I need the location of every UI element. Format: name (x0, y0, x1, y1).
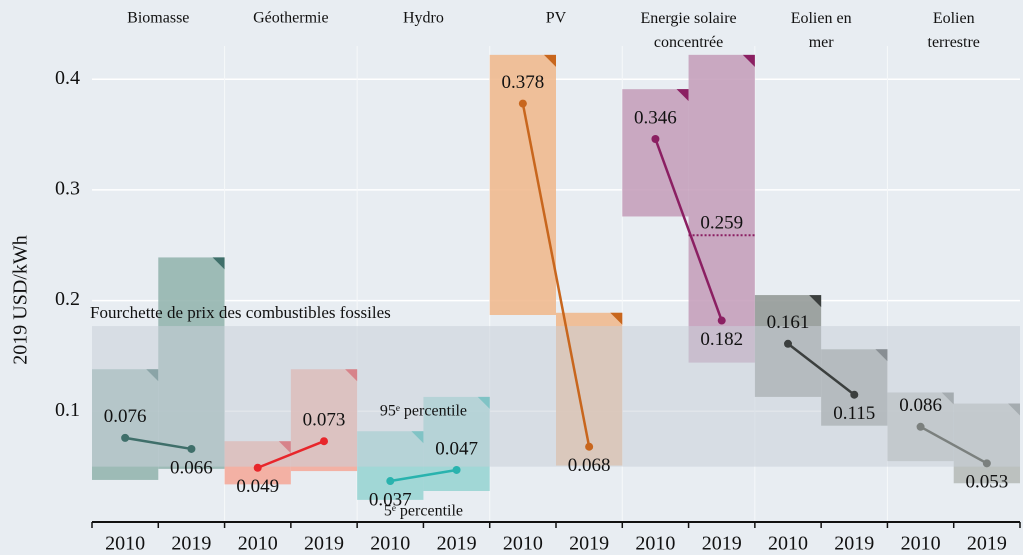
value-label: 0.182 (700, 329, 743, 350)
point (187, 444, 196, 453)
value-label: 0.161 (767, 312, 810, 333)
x-tick-label: 2019 (171, 533, 211, 555)
point (717, 316, 726, 325)
value-label: 0.346 (634, 107, 677, 128)
trend-line (654, 138, 723, 321)
x-tick-label: 2019 (569, 533, 609, 555)
y-tick-label: 0.2 (55, 288, 80, 310)
y-tick-label: 0.4 (55, 67, 80, 89)
value-label: 0.115 (833, 403, 875, 424)
fossil-range-label: Fourchette de prix des combustibles foss… (90, 303, 391, 322)
x-tick-label: 2010 (768, 533, 808, 555)
point (253, 463, 262, 472)
value-label: 0.076 (104, 406, 147, 427)
y-axis-label: 2019 USD/kWh (10, 235, 32, 364)
fossil-range (92, 326, 1020, 467)
y-tick-label: 0.1 (55, 399, 80, 421)
x-tick-label: 2010 (901, 533, 941, 555)
value-label: 0.037 (369, 489, 412, 510)
annotation: 95ᵉ percentile (380, 403, 467, 420)
x-tick-label: 2019 (437, 533, 477, 555)
x-tick-label: 2019 (834, 533, 874, 555)
box-corner (212, 257, 225, 270)
group-title: Géothermie (253, 10, 329, 27)
point (784, 339, 792, 348)
x-tick-label: 2010 (105, 533, 145, 555)
x-tick-label: 2010 (635, 533, 675, 555)
point (651, 134, 660, 143)
point (452, 465, 461, 474)
value-label: 0.086 (899, 395, 942, 416)
value-label: 0.066 (170, 457, 213, 478)
x-tick-label: 2019 (967, 533, 1007, 555)
x-tick-label: 2010 (370, 533, 410, 555)
point (518, 99, 527, 108)
point (850, 390, 859, 399)
point (121, 433, 130, 442)
x-tick-label: 2010 (503, 533, 543, 555)
group-title: PV (546, 10, 567, 27)
trend-line (124, 436, 192, 451)
box-corner (544, 54, 556, 67)
trend-line (390, 468, 457, 483)
annotation: 5ᵉ percentile (384, 503, 463, 520)
box-corner (809, 295, 822, 308)
value-label: 0.047 (435, 438, 478, 459)
value-label: 0.378 (501, 72, 544, 93)
percentile-box (489, 54, 556, 315)
group-title: Eolien terrestre (928, 10, 980, 51)
trend-line (787, 342, 856, 396)
point (982, 459, 991, 468)
percentile-box (688, 54, 755, 363)
reference-label: 0.259 (700, 213, 743, 234)
value-label: 0.068 (568, 455, 611, 476)
x-tick-label: 2019 (304, 533, 344, 555)
group-title: Eolien en mer (791, 10, 852, 51)
box-corner (610, 312, 623, 325)
group-title: Biomasse (127, 10, 189, 27)
x-tick-label: 2010 (238, 533, 278, 555)
y-tick-label: 0.3 (55, 178, 80, 200)
point (916, 422, 925, 431)
group-title: Hydro (403, 10, 444, 27)
point (320, 437, 328, 446)
x-tick-label: 2019 (702, 533, 742, 555)
value-label: 0.073 (303, 410, 346, 431)
box-corner (676, 89, 689, 102)
point (585, 442, 594, 451)
trend-line (919, 425, 988, 465)
trend-line (521, 103, 591, 447)
box-corner (742, 54, 755, 67)
group-title: Energie solaire concentrée (641, 10, 737, 51)
value-label: 0.053 (965, 472, 1008, 493)
percentile-box (622, 89, 689, 217)
trend-line (257, 440, 325, 469)
point (386, 477, 395, 486)
value-label: 0.049 (236, 476, 279, 497)
